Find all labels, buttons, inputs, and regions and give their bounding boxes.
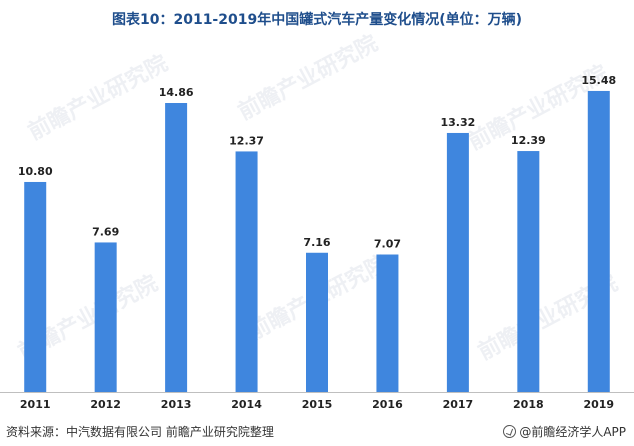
x-tick-label-2018: 2018 — [513, 398, 544, 411]
source-note: 资料来源：中汽数据有限公司 前瞻产业研究院整理 — [6, 425, 274, 439]
chart-title: 图表10：2011-2019年中国罐式汽车产量变化情况(单位：万辆) — [111, 12, 523, 28]
x-tick-label-2019: 2019 — [583, 398, 614, 411]
value-label-2014: 12.37 — [229, 134, 264, 147]
bar-2011 — [24, 181, 47, 392]
value-label-2015: 7.16 — [303, 236, 330, 249]
bar-2016 — [376, 254, 399, 392]
x-tick-label-2013: 2013 — [161, 398, 192, 411]
x-tick-label-2011: 2011 — [20, 398, 51, 411]
x-tick-label-2017: 2017 — [443, 398, 474, 411]
bar-2018 — [517, 151, 540, 392]
x-tick-label-2015: 2015 — [302, 398, 333, 411]
value-label-2013: 14.86 — [159, 86, 194, 99]
value-label-2011: 10.80 — [18, 165, 53, 178]
brand-logo-icon — [503, 425, 517, 438]
bar-2015 — [306, 252, 328, 392]
bar-2013 — [165, 103, 188, 392]
bar-2012 — [94, 242, 117, 392]
x-tick-label-2012: 2012 — [90, 398, 121, 411]
bar-2014 — [235, 151, 258, 392]
brand-text: @前瞻经济学人APP — [519, 425, 626, 439]
x-tick-label-2016: 2016 — [372, 398, 403, 411]
bar-2017 — [446, 132, 469, 392]
value-label-2019: 15.48 — [581, 74, 616, 87]
x-tick-label-2014: 2014 — [231, 398, 262, 411]
brand-credit: @前瞻经济学人APP — [503, 423, 626, 440]
value-label-2016: 7.07 — [374, 238, 401, 251]
value-label-2018: 12.39 — [511, 134, 546, 147]
value-label-2012: 7.69 — [92, 225, 119, 238]
value-label-2017: 13.32 — [440, 116, 475, 129]
bar-2019 — [587, 90, 610, 392]
